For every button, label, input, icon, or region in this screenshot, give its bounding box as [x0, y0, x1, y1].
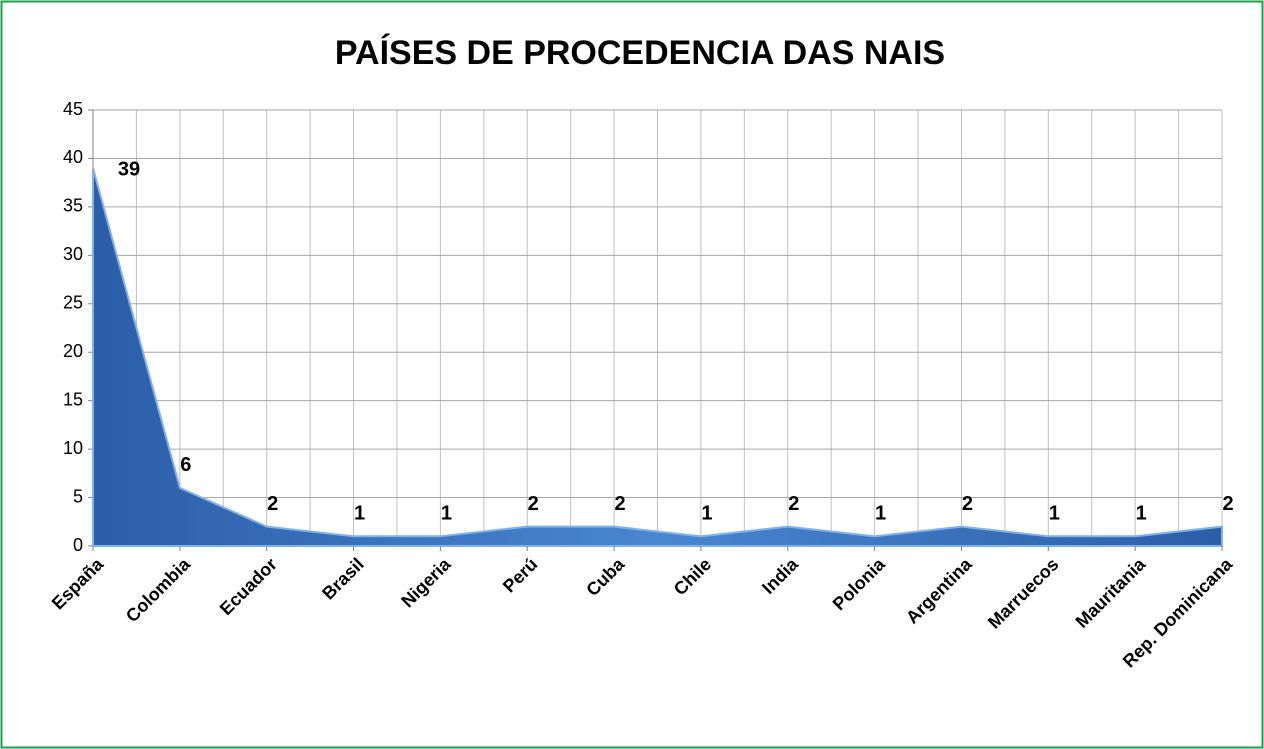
data-label: 1: [1136, 503, 1147, 525]
data-label: 1: [1049, 503, 1060, 525]
y-tick-label: 5: [73, 486, 83, 506]
chart-title: PAÍSES DE PROCEDENCIA DAS NAIS: [335, 34, 945, 72]
data-label: 6: [180, 454, 191, 476]
data-label: 2: [267, 493, 278, 515]
y-tick-label: 15: [63, 389, 83, 409]
data-label: 1: [875, 503, 886, 525]
data-label: 1: [701, 503, 712, 525]
data-label: 2: [615, 493, 626, 515]
data-label: 1: [441, 503, 452, 525]
y-tick-label: 25: [63, 293, 83, 313]
data-label: 2: [788, 493, 799, 515]
data-label: 2: [962, 493, 973, 515]
data-label: 2: [1222, 493, 1233, 515]
y-tick-label: 10: [63, 438, 83, 458]
y-tick-label: 0: [73, 535, 83, 555]
y-tick-label: 20: [63, 341, 83, 361]
y-tick-label: 45: [63, 99, 83, 119]
y-tick-label: 35: [63, 196, 83, 216]
y-tick-label: 30: [63, 244, 83, 264]
y-tick-label: 40: [63, 147, 83, 167]
data-label: 39: [118, 158, 140, 180]
area: [92, 167, 1223, 547]
data-label: 2: [528, 493, 539, 515]
data-label: 1: [354, 503, 365, 525]
